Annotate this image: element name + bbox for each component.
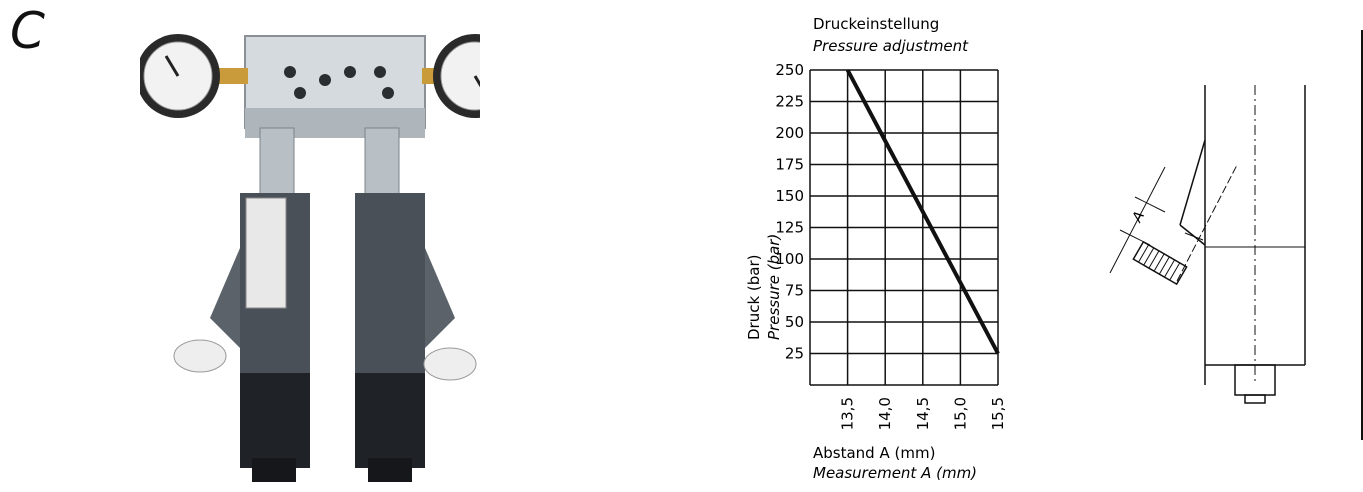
x-axis-label-en: Measurement A (mm) xyxy=(813,464,977,482)
x-axis-ticks: 13,5 14,0 14,5 15,0 15,5 xyxy=(839,397,1007,430)
adjustment-drawing: A xyxy=(1109,85,1306,404)
y-tick-label: 25 xyxy=(785,345,804,363)
y-axis-label-en: Pressure (bar) xyxy=(765,234,783,340)
x-tick-label: 14,5 xyxy=(914,397,932,430)
dimension-label: A xyxy=(1129,209,1148,226)
x-tick-label: 15,0 xyxy=(951,397,969,430)
y-tick-label: 50 xyxy=(785,313,804,331)
y-tick-label: 75 xyxy=(785,282,804,300)
panel-letter: C xyxy=(10,2,45,60)
y-tick-label: 250 xyxy=(775,61,804,79)
right-border xyxy=(1361,30,1363,440)
pressure-switch-photo xyxy=(140,34,480,482)
y-axis-label: Druck (bar) xyxy=(745,254,763,340)
series-line xyxy=(845,69,1000,355)
y-tick-label: 125 xyxy=(775,219,804,237)
chart-title: Druckeinstellung xyxy=(813,15,939,33)
x-tick-label: 13,5 xyxy=(839,397,857,430)
y-tick-label: 225 xyxy=(775,93,804,111)
x-tick-label: 14,0 xyxy=(876,397,894,430)
y-tick-label: 150 xyxy=(775,187,804,205)
y-tick-label: 200 xyxy=(775,124,804,142)
chart-grid xyxy=(809,69,999,386)
x-axis-label: Abstand A (mm) xyxy=(813,444,935,462)
pressure-chart: Druckeinstellung Pressure adjustment 25 5… xyxy=(745,15,1007,482)
series-layer xyxy=(845,69,1000,355)
x-tick-label: 15,5 xyxy=(989,397,1007,430)
y-tick-label: 175 xyxy=(775,156,804,174)
chart-subtitle: Pressure adjustment xyxy=(813,37,969,55)
y-axis-ticks: 25 50 75 100 125 150 175 200 225 250 xyxy=(775,61,804,363)
y-tick-label: 100 xyxy=(775,250,804,268)
